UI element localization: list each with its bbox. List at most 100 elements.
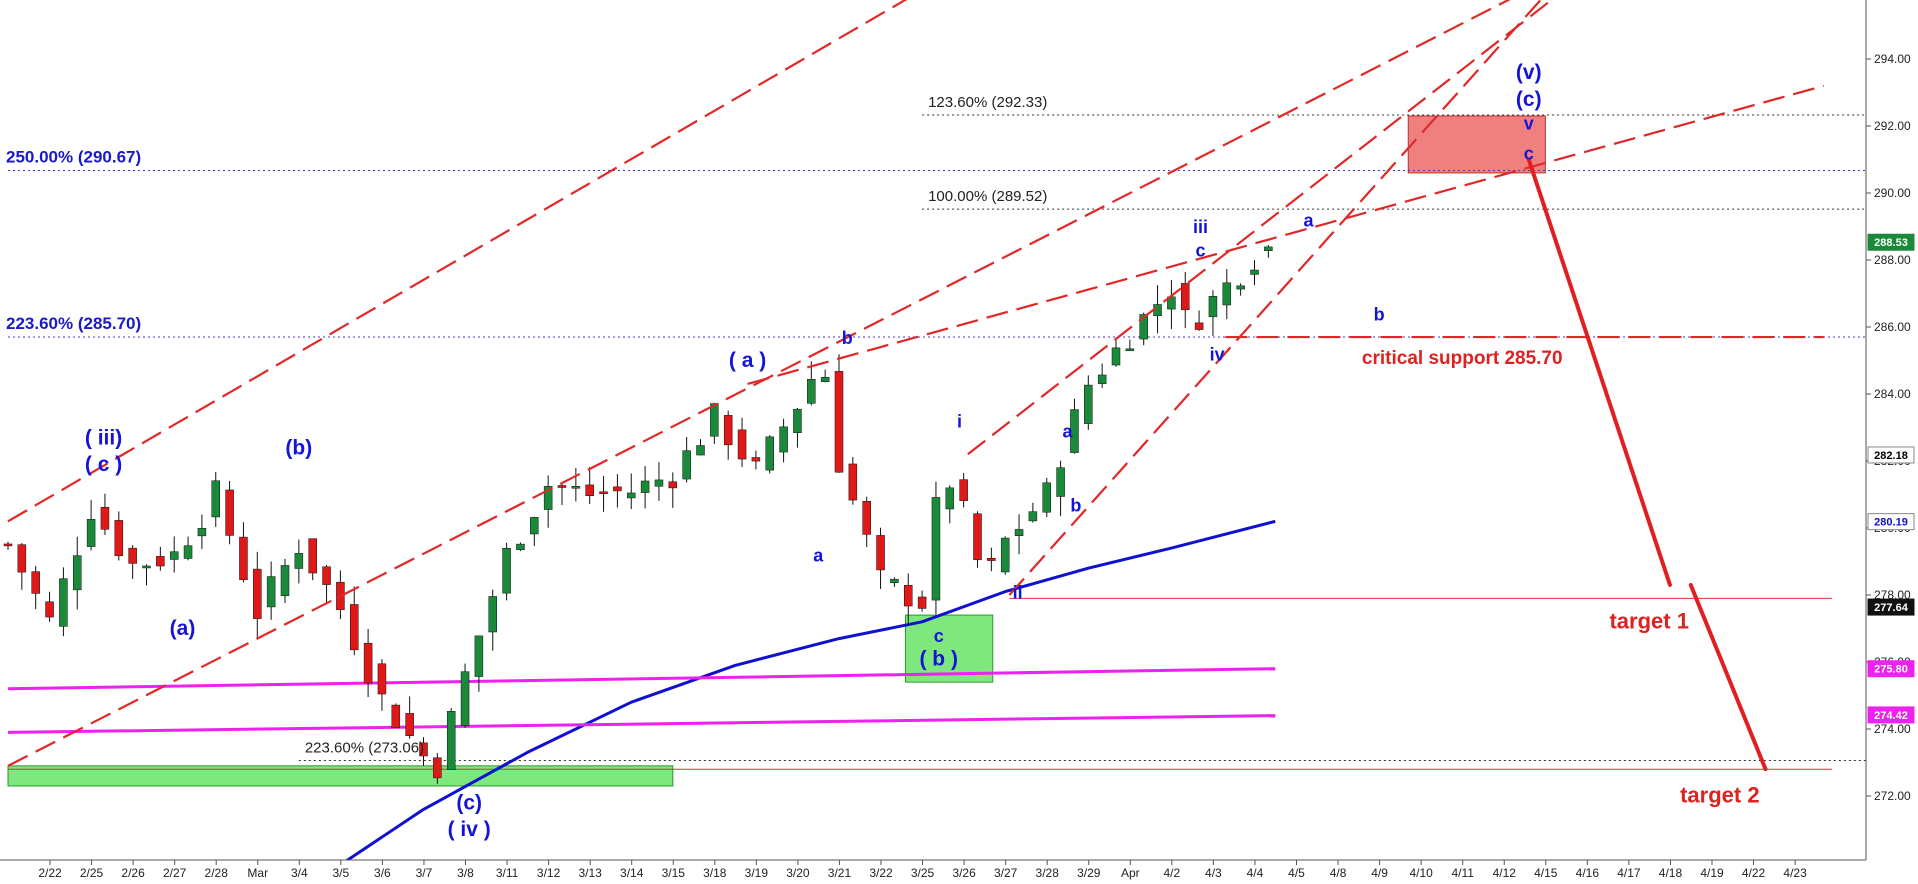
wave-label: ( c ) — [85, 453, 122, 476]
price-label-box — [1867, 446, 1915, 464]
candle-down — [3, 543, 13, 547]
candle-down — [848, 463, 858, 501]
wave-label: (a) — [170, 617, 196, 640]
x-tick-label: 3/7 — [416, 866, 433, 880]
x-tick-label: Apr — [1121, 866, 1140, 880]
y-tick-label: 272.00 — [1874, 789, 1911, 803]
candle-down — [377, 663, 387, 695]
candle-up — [1222, 282, 1232, 306]
candle-up — [627, 492, 636, 499]
candle-up — [640, 480, 650, 493]
candle-down — [987, 557, 996, 561]
x-tick-label: 3/27 — [994, 866, 1018, 880]
candle-up — [1042, 482, 1051, 513]
support-curve-line — [7, 714, 1276, 734]
candle-down — [599, 491, 608, 495]
candle-up — [183, 545, 193, 559]
wave-label: ( iv ) — [448, 818, 491, 841]
x-tick-label: 3/25 — [911, 866, 935, 880]
channel-line — [1008, 0, 1543, 596]
candle-down — [156, 556, 165, 567]
candle-up — [446, 711, 456, 770]
x-tick-label: 3/29 — [1077, 866, 1101, 880]
wave-label: (b) — [285, 436, 312, 459]
candle-down — [862, 501, 871, 535]
zones — [7, 115, 1546, 787]
fibonacci-levels — [8, 114, 1866, 761]
candle-down — [433, 757, 442, 779]
price-label-box — [1867, 598, 1915, 616]
price-label-box — [1867, 233, 1915, 251]
candle-down — [239, 536, 248, 581]
y-tick-label: 278.00 — [1874, 588, 1911, 602]
candle-up — [1014, 529, 1024, 536]
x-tick-label: 4/16 — [1576, 866, 1600, 880]
zone-red — [1407, 115, 1546, 174]
channel-line — [7, 0, 908, 523]
x-tick-label: 4/15 — [1534, 866, 1558, 880]
x-tick-label: 4/17 — [1617, 866, 1641, 880]
price-label-box — [1867, 706, 1915, 724]
candle-down — [613, 486, 622, 492]
price-label: 277.64 — [1874, 602, 1909, 614]
candle-up — [890, 578, 899, 584]
candle-down — [557, 485, 567, 488]
candle-up — [1125, 348, 1135, 352]
projection-line — [1526, 157, 1672, 587]
x-tick-label: 2/25 — [80, 866, 104, 880]
candle-up — [1028, 511, 1038, 522]
x-tick-label: 3/11 — [496, 866, 519, 880]
candle-up — [807, 379, 816, 404]
candle-down — [585, 484, 594, 497]
candle-down — [31, 571, 40, 594]
moving-average-line — [344, 519, 1276, 860]
candle-up — [1097, 374, 1107, 384]
candle-down — [751, 457, 761, 462]
x-tick-label: 4/11 — [1451, 866, 1474, 880]
wave-label: ( b ) — [919, 647, 957, 670]
candle-down — [308, 538, 317, 574]
candle-up — [1236, 285, 1245, 290]
x-tick-label: 4/22 — [1742, 866, 1766, 880]
x-tick-label: 3/4 — [291, 866, 308, 880]
candle-up — [654, 479, 664, 487]
x-tick-label: 4/10 — [1409, 866, 1433, 880]
candle-up — [169, 551, 179, 560]
x-axis-labels: 2/22 2/25 2/26 2/27 2/28 Mar 3/4 3/5 3/6 3/7 3/8 3/… — [38, 860, 1807, 880]
wave-label: b — [1374, 304, 1385, 324]
wave-label: c — [934, 626, 944, 646]
candle-up — [266, 576, 276, 608]
y-tick-label: 294.00 — [1874, 52, 1911, 66]
candle-up — [460, 671, 470, 726]
support-curve-line — [7, 667, 1276, 691]
channel-line — [967, 0, 1554, 456]
wave-label: c — [1524, 144, 1534, 164]
x-tick-label: 3/18 — [703, 866, 727, 880]
wave-label: a — [813, 546, 824, 566]
candle-down — [904, 585, 913, 607]
candle-up — [86, 519, 96, 547]
x-tick-label: 3/22 — [869, 866, 893, 880]
fib-level-label: 123.60% (292.33) — [928, 94, 1047, 111]
candle-up — [931, 497, 941, 601]
wave-label: ( a ) — [729, 349, 766, 372]
price-label-box — [1867, 513, 1915, 531]
wave-label: i — [957, 412, 962, 432]
wave-label: v — [1524, 113, 1534, 133]
candle-up — [779, 426, 788, 453]
wave-label: b — [1070, 495, 1081, 515]
x-tick-label: 4/23 — [1783, 866, 1807, 880]
x-tick-label: 3/6 — [374, 866, 391, 880]
candle-up — [530, 517, 539, 535]
price-labels: 288.53 282.18 280.19 277.64 275.80 274.42 — [1867, 233, 1915, 724]
x-tick-label: 4/18 — [1659, 866, 1683, 880]
candle-down — [363, 642, 373, 684]
candle-down — [973, 513, 982, 561]
x-tick-label: 3/14 — [620, 866, 644, 880]
projection-lines — [1526, 157, 1768, 772]
candle-down — [668, 481, 678, 489]
candles — [3, 245, 1273, 784]
x-tick-label: 3/19 — [745, 866, 769, 880]
candle-up — [197, 527, 207, 537]
